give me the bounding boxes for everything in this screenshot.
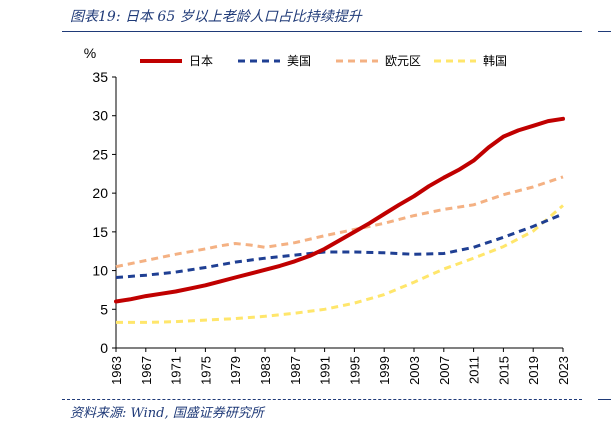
y-axis-unit-label: %: [84, 45, 96, 61]
x-tick-label: 1975: [198, 356, 213, 385]
series-lines: [114, 116, 565, 324]
legend-label: 美国: [287, 54, 311, 68]
line-chart: % 0 5 10 15 20 25 30 35 1963 1967 1971 1975 1979 1983…: [84, 45, 571, 385]
source-rule: [62, 399, 582, 400]
x-tick-label: 1963: [109, 356, 124, 385]
y-tick-label: 15: [92, 224, 108, 240]
series-line-2: [115, 175, 564, 269]
series-line-1: [115, 212, 564, 279]
legend: 日本 美国 欧元区 韩国: [140, 53, 507, 68]
y-tick-label: 20: [92, 185, 108, 201]
x-tick-label: 2011: [467, 356, 482, 384]
title-rule: [62, 31, 582, 32]
legend-label: 欧元区: [385, 54, 421, 68]
x-tick-label: 1987: [288, 356, 303, 385]
x-tick-label: 1983: [258, 356, 273, 385]
x-tick-label: 1999: [377, 356, 392, 385]
figure-title: 图表19: 日本 65 岁以上老龄人口占比持续提升: [70, 9, 362, 25]
x-tick-label: 1995: [347, 356, 362, 385]
legend-label: 日本: [189, 54, 213, 68]
x-tick-label: 1991: [318, 356, 333, 385]
x-tick-label: 1967: [139, 356, 154, 385]
source-note: 资料来源: Wind, 国盛证券研究所: [70, 406, 264, 421]
y-tick-label: 10: [92, 263, 108, 279]
source-rule-right: [598, 399, 611, 400]
axes: 0 5 10 15 20 25 30 35 1963 1967 1971 1975 1979 1983 19…: [92, 69, 571, 385]
x-tick-label: 2023: [556, 356, 571, 385]
x-tick-label: 2007: [437, 356, 452, 385]
x-tick-label: 2015: [496, 356, 511, 385]
title-rule-right: [598, 31, 611, 32]
x-tick-label: 2003: [407, 356, 422, 385]
series-line-0: [114, 116, 565, 304]
x-tick-label: 1971: [169, 356, 184, 385]
y-tick-label: 30: [92, 108, 108, 124]
x-tick-label: 1979: [228, 356, 243, 385]
y-tick-label: 0: [100, 340, 108, 356]
y-tick-label: 25: [92, 146, 108, 162]
legend-label: 韩国: [483, 53, 507, 68]
y-tick-label: 35: [92, 69, 108, 85]
x-tick-label: 2019: [526, 356, 541, 385]
series-line-3: [116, 204, 564, 324]
y-tick-label: 5: [100, 301, 108, 317]
